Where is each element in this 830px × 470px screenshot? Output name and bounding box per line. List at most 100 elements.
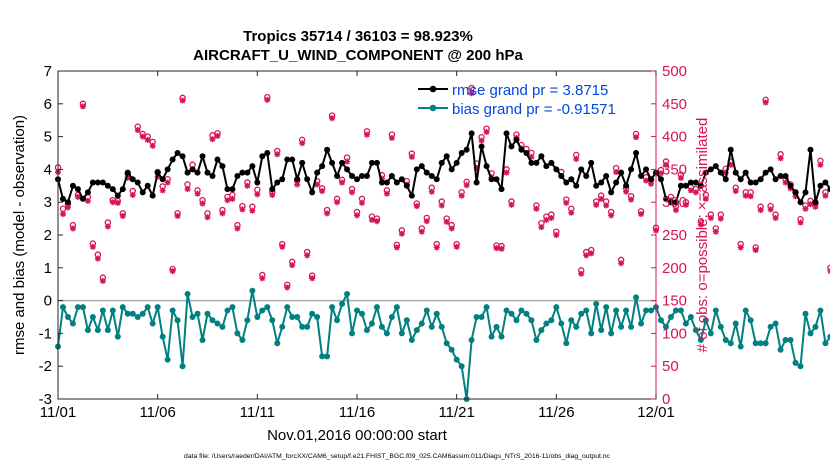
obs-assimilated-point xyxy=(358,199,365,206)
rmse-point xyxy=(408,192,415,199)
obs-assimilated-point xyxy=(339,179,346,186)
rmse-point xyxy=(498,186,505,193)
bias-point xyxy=(423,307,430,314)
y-right-tick-label: 100 xyxy=(662,325,687,342)
bias-point xyxy=(787,336,794,343)
obs-assimilated-point xyxy=(722,169,729,176)
bias-point xyxy=(563,340,570,347)
bias-point xyxy=(179,363,186,370)
bias-point xyxy=(413,327,420,334)
rmse-point xyxy=(553,166,560,173)
y-left-tick-label: 1 xyxy=(44,260,52,277)
bias-point xyxy=(493,323,500,330)
rmse-point xyxy=(443,153,450,160)
obs-assimilated-point xyxy=(279,243,286,250)
bias-point xyxy=(573,323,580,330)
rmse-point xyxy=(568,176,575,183)
data-file-footnote: data file: /Users/raeder/DAI/ATM_forcXX/… xyxy=(184,453,610,460)
bias-point xyxy=(712,307,719,314)
x-tick-label: 11/16 xyxy=(339,404,375,421)
bias-point xyxy=(204,310,211,317)
plot-area xyxy=(58,71,656,399)
bias-point xyxy=(757,340,764,347)
rmse-point xyxy=(294,176,301,183)
bias-point xyxy=(737,343,744,350)
obs-assimilated-point xyxy=(598,195,605,202)
bias-point xyxy=(129,310,136,317)
bias-point xyxy=(812,323,819,330)
bias-point xyxy=(433,310,440,317)
rmse-point xyxy=(334,172,341,179)
bias-point xyxy=(99,307,106,314)
obs-assimilated-point xyxy=(393,244,400,251)
rmse-point xyxy=(483,163,490,170)
bias-point xyxy=(229,304,236,311)
obs-assimilated-point xyxy=(229,195,236,202)
bias-point xyxy=(59,304,66,311)
bias-point xyxy=(254,314,261,320)
bias-point xyxy=(767,323,774,330)
rmse-point xyxy=(667,199,674,206)
bias-point xyxy=(269,317,276,324)
rmse-point xyxy=(682,182,689,189)
obs-assimilated-point xyxy=(234,225,241,232)
rmse-point xyxy=(249,163,256,170)
rmse-point xyxy=(513,136,520,143)
obs-assimilated-point xyxy=(757,207,764,214)
obs-assimilated-point xyxy=(767,206,774,213)
bias-point xyxy=(707,330,714,337)
x-tick-label: 11/01 xyxy=(40,404,76,421)
obs-assimilated-point xyxy=(159,187,166,194)
obs-assimilated-point xyxy=(388,134,395,141)
rmse-point xyxy=(214,156,221,163)
bias-point xyxy=(234,330,241,337)
bias-point xyxy=(578,310,585,317)
rmse-point xyxy=(349,172,356,179)
rmse-point xyxy=(383,179,390,186)
rmse-point xyxy=(538,153,545,160)
rmse-point xyxy=(802,189,809,196)
rmse-point xyxy=(314,169,321,176)
rmse-point xyxy=(134,179,141,186)
obs-assimilated-point xyxy=(109,199,116,206)
rmse-point xyxy=(488,176,495,183)
obs-assimilated-point xyxy=(129,191,136,198)
rmse-point xyxy=(339,159,346,166)
obs-assimilated-point xyxy=(319,188,326,195)
rmse-point xyxy=(209,172,216,179)
legend-bias-label: bias grand pr = -0.91571 xyxy=(452,101,616,118)
obs-assimilated-point xyxy=(438,202,445,209)
bias-point xyxy=(249,287,256,294)
bias-point xyxy=(692,327,699,334)
obs-assimilated-point xyxy=(528,153,535,160)
rmse-point xyxy=(613,179,620,186)
rmse-point xyxy=(179,153,186,160)
y-left-tick-label: 4 xyxy=(44,161,52,178)
legend: rmse grand pr = 3.8715 bias grand pr = -… xyxy=(418,82,616,118)
bias-point xyxy=(209,317,216,324)
bias-point xyxy=(329,304,336,311)
obs-assimilated-point xyxy=(139,133,146,140)
obs-assimilated-point xyxy=(204,214,211,221)
obs-assimilated-point xyxy=(662,161,669,168)
y-left-tick-label: 3 xyxy=(44,194,52,211)
rmse-point xyxy=(428,172,435,179)
bias-point xyxy=(603,304,610,311)
bias-point xyxy=(777,346,784,353)
obs-assimilated-point xyxy=(583,252,590,259)
rmse-point xyxy=(149,192,156,199)
obs-assimilated-point xyxy=(697,221,704,228)
bias-point xyxy=(383,330,390,337)
bias-point xyxy=(403,317,410,324)
rmse-point xyxy=(503,130,510,137)
rmse-point xyxy=(468,130,475,137)
bias-point xyxy=(354,307,360,314)
bias-point xyxy=(219,323,226,330)
obs-assimilated-point xyxy=(334,199,341,206)
rmse-point xyxy=(752,179,759,186)
bias-point xyxy=(164,356,171,363)
rmse-point xyxy=(358,172,365,179)
rmse-point xyxy=(638,172,645,179)
obs-assimilated-point xyxy=(712,228,719,235)
legend-rmse-label: rmse grand pr = 3.8715 xyxy=(452,82,608,99)
